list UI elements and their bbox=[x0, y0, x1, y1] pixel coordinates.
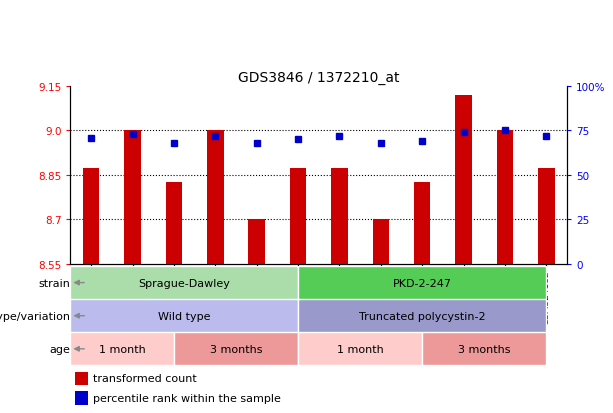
Text: Sprague-Dawley: Sprague-Dawley bbox=[139, 278, 230, 288]
Text: 1 month: 1 month bbox=[337, 344, 384, 354]
Bar bbox=[70, 299, 298, 332]
Bar bbox=[75, 392, 88, 405]
Title: GDS3846 / 1372210_at: GDS3846 / 1372210_at bbox=[238, 70, 400, 84]
Bar bbox=[331, 168, 348, 264]
Text: strain: strain bbox=[39, 278, 70, 288]
Text: PKD-2-247: PKD-2-247 bbox=[393, 278, 452, 288]
Bar bbox=[455, 95, 472, 264]
Text: Wild type: Wild type bbox=[158, 311, 210, 321]
Bar bbox=[75, 372, 88, 385]
Bar bbox=[373, 220, 389, 264]
Text: transformed count: transformed count bbox=[93, 373, 197, 384]
Bar bbox=[422, 332, 546, 366]
Text: 3 months: 3 months bbox=[458, 344, 511, 354]
Bar bbox=[414, 183, 430, 264]
Bar bbox=[298, 266, 546, 299]
Bar bbox=[290, 168, 306, 264]
Text: 1 month: 1 month bbox=[99, 344, 146, 354]
Text: Truncated polycystin-2: Truncated polycystin-2 bbox=[359, 311, 485, 321]
Bar bbox=[207, 131, 224, 264]
Bar bbox=[70, 332, 174, 366]
Text: 3 months: 3 months bbox=[210, 344, 262, 354]
Bar bbox=[497, 131, 513, 264]
Text: percentile rank within the sample: percentile rank within the sample bbox=[93, 393, 281, 403]
Bar bbox=[298, 332, 422, 366]
Bar bbox=[124, 131, 141, 264]
Text: age: age bbox=[50, 344, 70, 354]
Bar bbox=[174, 332, 298, 366]
Text: genotype/variation: genotype/variation bbox=[0, 311, 70, 321]
Bar bbox=[298, 299, 546, 332]
Bar bbox=[166, 183, 182, 264]
Bar bbox=[83, 168, 99, 264]
Bar bbox=[248, 220, 265, 264]
Bar bbox=[538, 168, 555, 264]
Bar bbox=[70, 266, 298, 299]
